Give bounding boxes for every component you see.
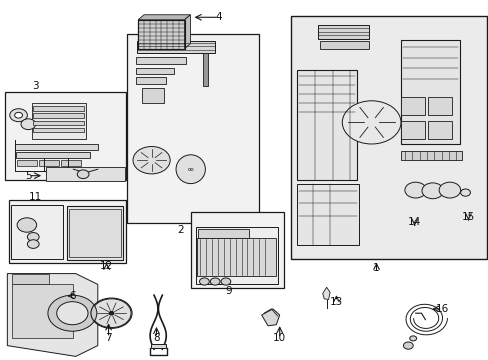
Text: oo: oo — [187, 167, 194, 172]
Circle shape — [403, 342, 412, 349]
Bar — [15, 144, 98, 150]
Bar — [427, 97, 451, 115]
Text: 9: 9 — [225, 286, 232, 296]
Bar — [150, 344, 166, 348]
Bar — [136, 77, 166, 84]
Bar — [297, 184, 359, 245]
Bar — [9, 200, 126, 263]
Bar — [196, 238, 276, 276]
Bar — [67, 206, 123, 260]
Circle shape — [438, 182, 460, 198]
Bar — [297, 70, 356, 180]
Bar — [39, 160, 59, 166]
Bar — [17, 160, 37, 166]
Circle shape — [421, 183, 443, 199]
Circle shape — [48, 295, 97, 331]
Text: 5: 5 — [25, 171, 32, 181]
Bar — [61, 160, 81, 166]
Circle shape — [460, 189, 469, 196]
Polygon shape — [184, 15, 190, 49]
Circle shape — [10, 109, 27, 122]
Polygon shape — [138, 15, 190, 20]
Text: 6: 6 — [69, 291, 76, 301]
Bar — [16, 152, 90, 158]
Bar — [400, 151, 461, 160]
Text: 8: 8 — [153, 333, 160, 343]
Bar — [11, 205, 62, 259]
Bar — [12, 284, 73, 338]
Bar — [136, 57, 185, 64]
Bar — [33, 121, 84, 125]
Ellipse shape — [176, 155, 205, 184]
Bar — [127, 34, 259, 223]
Bar — [5, 92, 126, 180]
Bar — [137, 41, 215, 53]
Bar — [136, 68, 173, 74]
Circle shape — [199, 278, 209, 285]
Text: 3: 3 — [32, 81, 39, 91]
Text: 1: 1 — [372, 263, 379, 273]
Bar — [142, 88, 163, 103]
Bar — [12, 274, 49, 284]
Bar — [400, 40, 459, 144]
Text: 13: 13 — [329, 297, 343, 307]
Circle shape — [404, 182, 426, 198]
Circle shape — [15, 112, 22, 118]
Circle shape — [77, 170, 89, 179]
Polygon shape — [7, 274, 98, 356]
Circle shape — [92, 299, 131, 328]
Polygon shape — [261, 309, 279, 326]
Bar — [198, 229, 249, 238]
Bar — [69, 209, 121, 257]
Text: 2: 2 — [177, 225, 184, 235]
Bar — [195, 227, 277, 284]
Circle shape — [27, 240, 39, 248]
Text: 15: 15 — [461, 212, 474, 222]
Text: 7: 7 — [105, 333, 112, 343]
Bar — [320, 41, 368, 49]
Text: 4: 4 — [215, 12, 222, 22]
Polygon shape — [322, 287, 329, 300]
Bar — [203, 53, 207, 86]
Bar — [317, 25, 368, 39]
Circle shape — [210, 278, 220, 285]
Text: 11: 11 — [28, 192, 42, 202]
Text: 14: 14 — [407, 217, 421, 228]
Text: 16: 16 — [435, 304, 448, 314]
Bar — [138, 20, 184, 49]
Circle shape — [221, 278, 230, 285]
Circle shape — [27, 233, 39, 241]
Text: 10: 10 — [273, 333, 285, 343]
Circle shape — [133, 147, 170, 174]
Bar — [427, 121, 451, 139]
Bar — [46, 167, 124, 181]
Bar — [33, 113, 84, 118]
Circle shape — [342, 101, 400, 144]
Bar — [400, 121, 425, 139]
Bar — [32, 103, 85, 139]
Circle shape — [409, 336, 416, 341]
Text: 12: 12 — [100, 261, 113, 271]
Bar — [138, 20, 184, 49]
Bar — [33, 128, 84, 132]
Bar — [190, 212, 283, 288]
Bar — [33, 106, 84, 111]
Circle shape — [21, 119, 36, 130]
Circle shape — [109, 311, 114, 315]
Bar — [290, 16, 486, 259]
Bar — [400, 97, 425, 115]
Circle shape — [17, 218, 37, 232]
Circle shape — [57, 302, 88, 325]
